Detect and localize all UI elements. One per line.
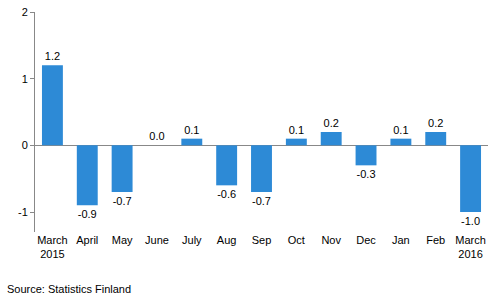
svg-text:-0.7: -0.7 bbox=[252, 195, 271, 207]
svg-text:-0.3: -0.3 bbox=[357, 168, 376, 180]
svg-text:Oct: Oct bbox=[288, 234, 305, 246]
svg-text:0.2: 0.2 bbox=[428, 117, 443, 129]
svg-text:0.1: 0.1 bbox=[289, 124, 304, 136]
svg-text:-1.0: -1.0 bbox=[461, 215, 480, 227]
svg-text:0.1: 0.1 bbox=[393, 124, 408, 136]
svg-text:Jan: Jan bbox=[392, 234, 410, 246]
svg-text:0: 0 bbox=[22, 139, 28, 151]
svg-text:Feb: Feb bbox=[426, 234, 445, 246]
svg-text:0.0: 0.0 bbox=[149, 130, 164, 142]
svg-text:2: 2 bbox=[22, 6, 28, 18]
svg-text:-0.9: -0.9 bbox=[78, 208, 97, 220]
svg-text:-0.6: -0.6 bbox=[217, 188, 236, 200]
svg-text:-1: -1 bbox=[18, 206, 28, 218]
svg-text:0.2: 0.2 bbox=[324, 117, 339, 129]
svg-text:June: June bbox=[145, 234, 169, 246]
svg-text:-0.7: -0.7 bbox=[113, 195, 132, 207]
svg-text:1: 1 bbox=[22, 73, 28, 85]
svg-text:Source: Statistics Finland: Source: Statistics Finland bbox=[7, 283, 131, 295]
svg-text:Sep: Sep bbox=[252, 234, 272, 246]
svg-text:Dec: Dec bbox=[356, 234, 376, 246]
svg-text:July: July bbox=[182, 234, 202, 246]
svg-text:Nov: Nov bbox=[321, 234, 341, 246]
svg-text:March2016: March2016 bbox=[455, 234, 486, 260]
svg-text:March2015: March2015 bbox=[37, 234, 68, 260]
svg-text:1.2: 1.2 bbox=[45, 50, 60, 62]
svg-text:April: April bbox=[76, 234, 98, 246]
svg-text:Aug: Aug bbox=[217, 234, 237, 246]
svg-text:May: May bbox=[112, 234, 133, 246]
svg-text:0.1: 0.1 bbox=[184, 124, 199, 136]
